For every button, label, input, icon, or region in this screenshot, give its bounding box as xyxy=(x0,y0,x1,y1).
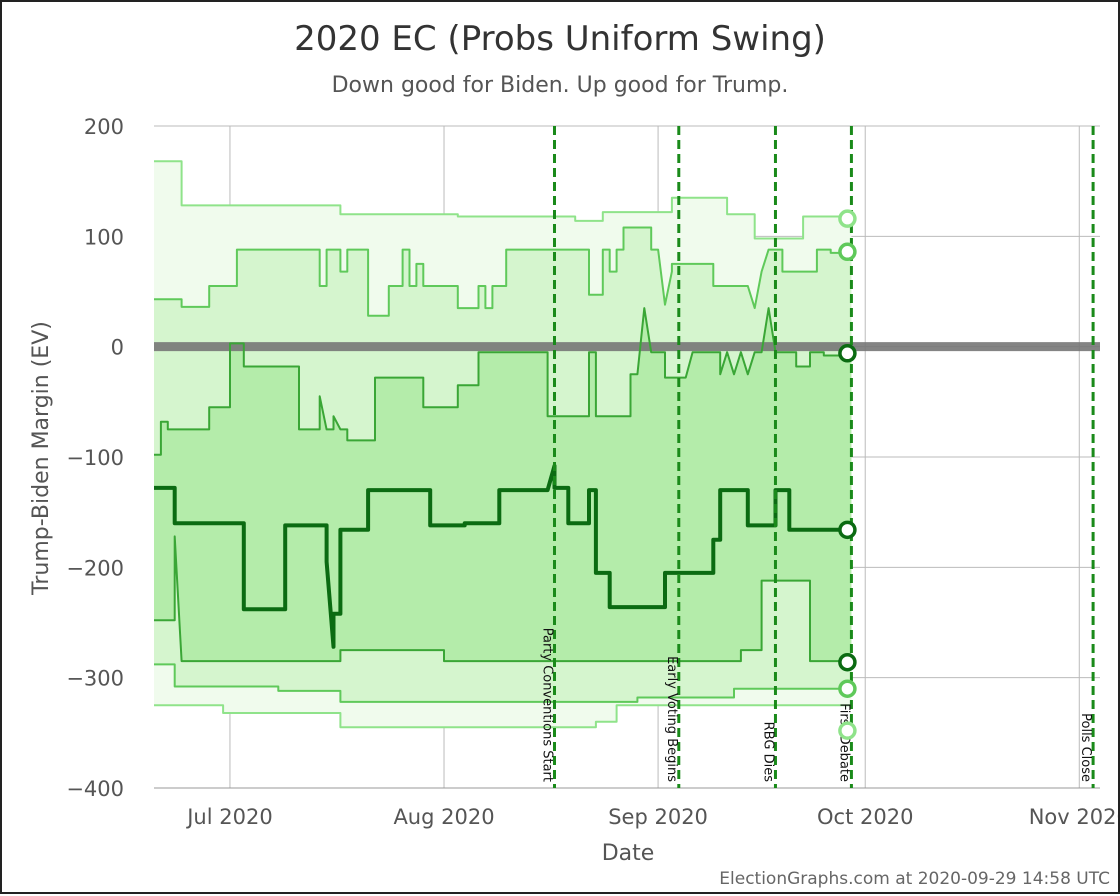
series-line-lower-outer xyxy=(154,704,852,729)
series-line-lower-mid xyxy=(154,663,852,703)
y-tick-label: −400 xyxy=(66,777,124,801)
series-line-lower-inner xyxy=(154,535,852,663)
y-tick-label: −100 xyxy=(66,446,124,470)
x-axis-label: Date xyxy=(602,841,655,866)
endpoint-marker xyxy=(838,652,857,672)
endpoint-marker xyxy=(838,721,857,740)
event-label: Polls Close xyxy=(1078,713,1093,782)
y-tick-label: −200 xyxy=(66,556,124,580)
y-tick-label: −300 xyxy=(66,667,124,691)
y-tick-label: 100 xyxy=(84,225,124,249)
endpoint-marker xyxy=(838,209,857,228)
event-label: First Debate xyxy=(836,703,851,782)
event-label: Early Voting Begins xyxy=(664,656,679,782)
chart-subtitle: Down good for Biden. Up good for Trump. xyxy=(332,73,789,98)
series-line-upper-mid xyxy=(154,226,852,317)
x-tick-label: Oct 2020 xyxy=(817,805,913,829)
x-tick-label: Nov 2020 xyxy=(1029,805,1118,829)
event-label: RBG Dies xyxy=(760,722,775,783)
endpoint-marker xyxy=(838,242,857,262)
event-label: Party Conventions Start xyxy=(539,628,554,782)
y-tick-label: 0 xyxy=(111,336,124,360)
plot-area: 200 100 0 −100 −200 −300 −400 Jul 2020 Aug 2020 S… xyxy=(66,115,1120,829)
series-line-upper-inner xyxy=(154,307,852,456)
y-tick-label: 200 xyxy=(84,115,124,139)
endpoint-marker xyxy=(838,520,857,540)
x-tick-label: Jul 2020 xyxy=(185,805,272,829)
x-tick-label: Aug 2020 xyxy=(393,805,494,829)
chart-title: 2020 EC (Probs Uniform Swing) xyxy=(294,19,826,59)
x-tick-label: Sep 2020 xyxy=(608,805,708,829)
series-line-upper-outer xyxy=(154,160,852,240)
endpoint-marker xyxy=(838,344,857,363)
footer-credit: ElectionGraphs.com at 2020-09-29 14:58 U… xyxy=(719,869,1110,889)
y-axis-label: Trump-Biden Margin (EV) xyxy=(29,321,54,596)
endpoint-marker xyxy=(838,679,857,698)
